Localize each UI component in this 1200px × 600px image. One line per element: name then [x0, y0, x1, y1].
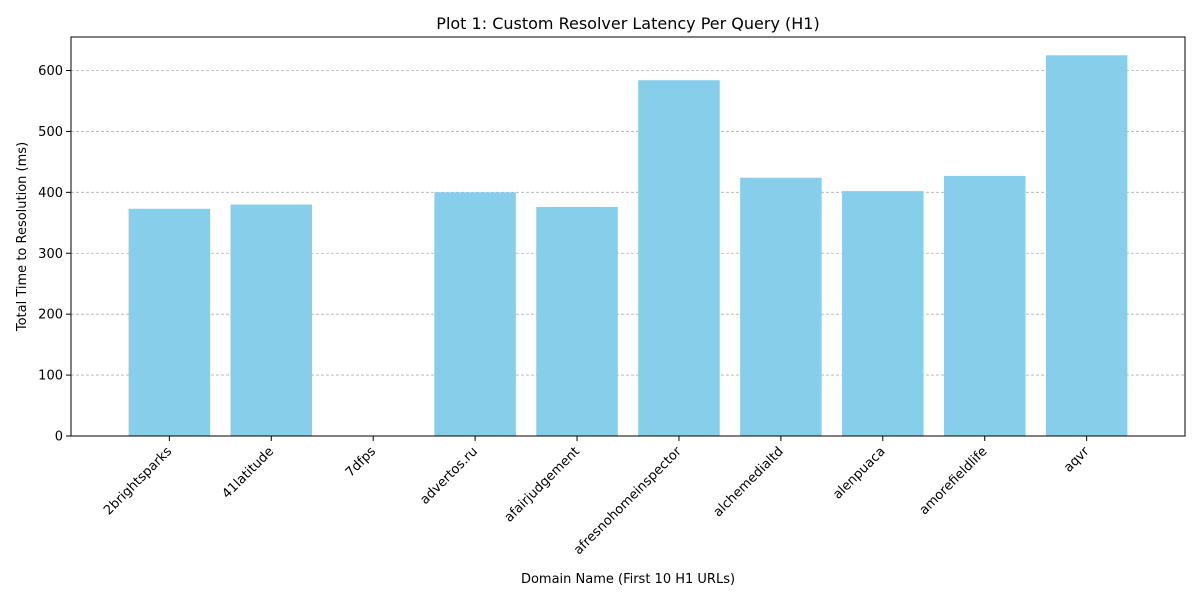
y-axis: 0 100 200 300 400 500 600 [38, 64, 71, 445]
y-axis-title: Total Time to Resolution (ms) [15, 142, 30, 332]
x-tick-label: alchemedialtd [711, 444, 787, 520]
bar [230, 204, 313, 436]
y-tick-label: 400 [38, 186, 63, 201]
y-tick-label: 500 [38, 125, 63, 140]
chart-title: Plot 1: Custom Resolver Latency Per Quer… [436, 14, 819, 33]
x-tick-label: 41latitude [220, 444, 278, 502]
bar [536, 206, 618, 436]
bar [638, 80, 720, 437]
bar [434, 192, 516, 436]
x-tick-label: advertos.ru [417, 444, 480, 507]
bar [943, 175, 1026, 436]
bar [128, 208, 211, 436]
y-tick-label: 200 [38, 308, 63, 323]
x-tick-label: 7dfps [343, 444, 379, 480]
x-axis-title: Domain Name (First 10 H1 URLs) [521, 572, 735, 587]
x-tick-label: 2brightsparks [101, 444, 175, 518]
x-tick-label: alenpuaca [830, 444, 888, 502]
bars [128, 55, 1128, 437]
y-tick-label: 300 [38, 247, 63, 262]
x-tick-label: afresnohomeinspector [571, 444, 685, 558]
y-tick-label: 600 [38, 64, 63, 79]
y-tick-label: 100 [38, 369, 63, 384]
y-tick-label: 0 [55, 430, 63, 445]
x-tick-label: afairjudgement [502, 444, 583, 525]
x-tick-label: aqvr [1061, 444, 1093, 476]
bar [842, 191, 924, 436]
bar [1045, 55, 1128, 436]
bar [740, 177, 822, 436]
plot-frame [70, 36, 1186, 437]
x-tick-label: amorefieldlife [917, 444, 991, 518]
x-axis: 2brightsparks 41latitude 7dfps advertos.ru a… [101, 436, 1093, 558]
